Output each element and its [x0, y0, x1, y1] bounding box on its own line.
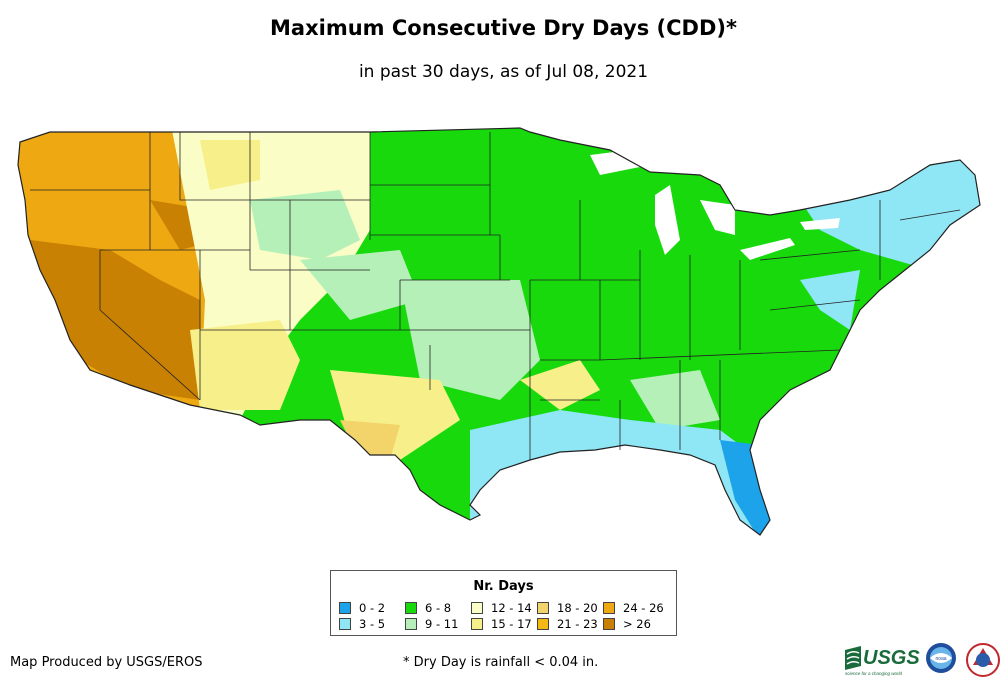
legend-swatch	[405, 602, 417, 614]
legend-label: 18 - 20	[557, 601, 598, 615]
lake-michigan	[655, 185, 680, 255]
map-title: Maximum Consecutive Dry Days (CDD)*	[270, 16, 737, 40]
map-legend: Nr. Days 0 - 2 6 - 8 12 - 14 18 - 20 24 …	[330, 570, 677, 636]
legend-item: 0 - 2	[339, 601, 405, 615]
legend-swatch	[471, 602, 483, 614]
nws-logo-icon	[966, 643, 1000, 677]
legend-label: 21 - 23	[557, 617, 598, 631]
legend-item: 18 - 20	[537, 601, 603, 615]
lake-erie	[740, 238, 795, 260]
legend-grid: 0 - 2 6 - 8 12 - 14 18 - 20 24 - 26 3 - …	[339, 601, 669, 631]
noaa-logo-icon: noaa	[926, 643, 956, 673]
us-outline	[17, 127, 981, 536]
legend-item: 15 - 17	[471, 617, 537, 631]
lake-ontario	[800, 218, 840, 230]
legend-swatch	[471, 618, 483, 630]
legend-item: > 26	[603, 617, 669, 631]
legend-label: 15 - 17	[491, 617, 532, 631]
state-boundaries	[30, 132, 961, 460]
legend-item: 3 - 5	[339, 617, 405, 631]
legend-item: 9 - 11	[405, 617, 471, 631]
agency-logos: USGS science for a changing world noaa	[845, 643, 1000, 677]
usgs-logo: USGS science for a changing world	[845, 646, 920, 676]
legend-label: > 26	[623, 617, 651, 631]
legend-swatch	[537, 618, 549, 630]
legend-item: 12 - 14	[471, 601, 537, 615]
legend-label: 3 - 5	[359, 617, 386, 631]
legend-swatch	[603, 618, 615, 630]
usgs-tagline: science for a changing world	[845, 671, 903, 676]
legend-swatch	[405, 618, 417, 630]
legend-item: 6 - 8	[405, 601, 471, 615]
noaa-logo-text: noaa	[935, 656, 946, 662]
legend-label: 24 - 26	[623, 601, 664, 615]
map-credit: Map Produced by USGS/EROS	[10, 655, 203, 670]
legend-item: 21 - 23	[537, 617, 603, 631]
legend-label: 9 - 11	[425, 617, 459, 631]
legend-label: 0 - 2	[359, 601, 386, 615]
legend-label: 12 - 14	[491, 601, 532, 615]
legend-swatch	[603, 602, 615, 614]
dry-day-footnote: * Dry Day is rainfall < 0.04 in.	[403, 655, 599, 670]
legend-item: 24 - 26	[603, 601, 669, 615]
lake-superior	[590, 150, 650, 175]
legend-title: Nr. Days	[473, 579, 534, 594]
cdd-shading	[18, 128, 980, 535]
legend-label: 6 - 8	[425, 601, 452, 615]
usgs-logo-text: USGS	[863, 647, 920, 669]
map-subtitle: in past 30 days, as of Jul 08, 2021	[358, 62, 649, 82]
legend-swatch	[339, 618, 351, 630]
legend-swatch	[339, 602, 351, 614]
lake-huron	[700, 200, 735, 235]
us-dry-days-map	[17, 127, 981, 536]
legend-swatch	[537, 602, 549, 614]
